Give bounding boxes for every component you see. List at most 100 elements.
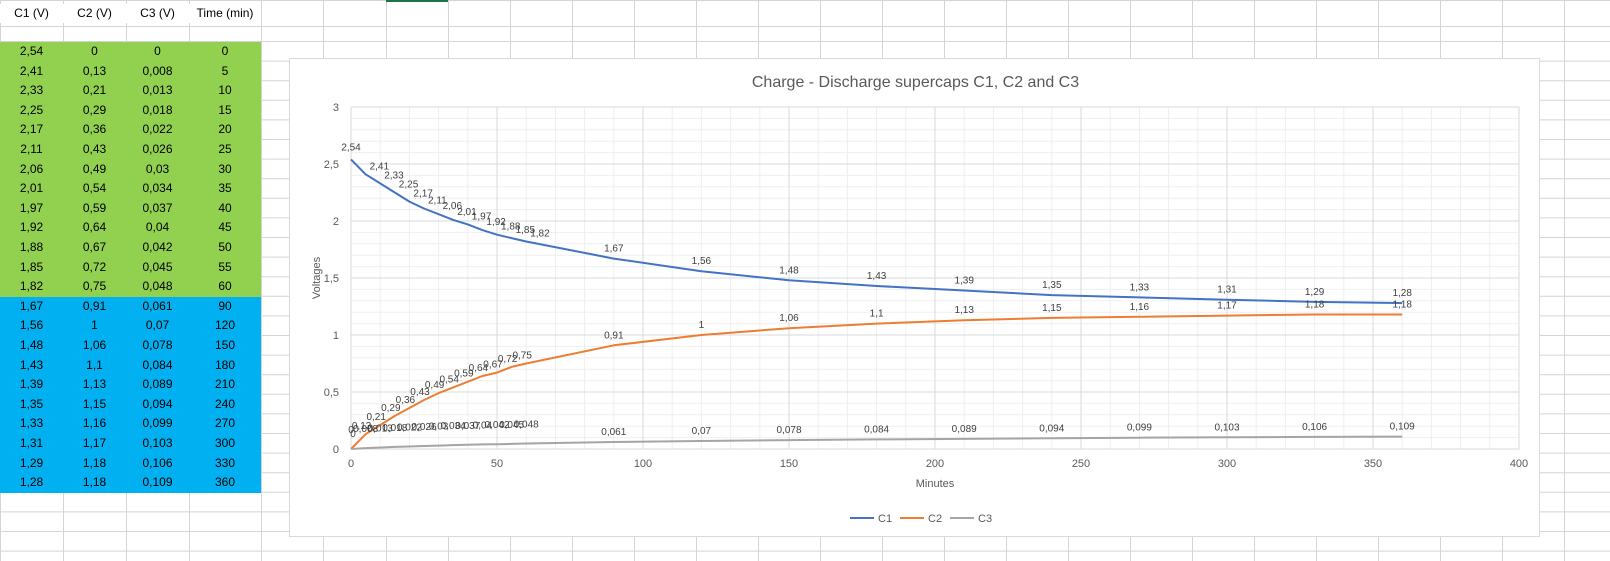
table-cell[interactable]: 0,078	[126, 336, 189, 356]
table-cell[interactable]: 1,85	[0, 257, 63, 278]
table-cell[interactable]: 150	[189, 336, 261, 356]
table-cell[interactable]: 0,094	[126, 394, 189, 415]
table-cell[interactable]: 2,17	[0, 120, 63, 140]
table-cell[interactable]: 90	[189, 296, 261, 317]
table-cell[interactable]: 0,018	[126, 100, 189, 121]
table-cell[interactable]: 45	[189, 218, 261, 238]
table-cell[interactable]: 2,25	[0, 100, 63, 121]
table-cell[interactable]: 0,109	[126, 473, 189, 493]
table-cell[interactable]: 0,64	[63, 218, 126, 238]
table-cell[interactable]: 0,008	[126, 61, 189, 82]
table-cell[interactable]: 0,04	[126, 218, 189, 238]
table-cell[interactable]: 0,084	[126, 355, 189, 376]
table-cell[interactable]: 1,18	[63, 473, 126, 493]
column-header[interactable]: C1 (V)	[0, 4, 63, 23]
table-cell[interactable]: 1,17	[63, 434, 126, 454]
table-cell[interactable]: 2,41	[0, 61, 63, 82]
table-cell[interactable]: 0,03	[126, 159, 189, 180]
table-cell[interactable]: 0,67	[63, 238, 126, 258]
table-cell[interactable]: 2,06	[0, 159, 63, 180]
table-cell[interactable]: 0	[126, 42, 189, 62]
column-header[interactable]: C3 (V)	[126, 4, 189, 23]
table-cell[interactable]: 210	[189, 375, 261, 395]
table-cell[interactable]: 0,099	[126, 414, 189, 434]
table-cell[interactable]: 1,56	[0, 316, 63, 336]
table-cell[interactable]: 0,103	[126, 434, 189, 454]
table-cell[interactable]: 120	[189, 316, 261, 336]
table-cell[interactable]: 0,07	[126, 316, 189, 336]
table-cell[interactable]: 15	[189, 100, 261, 121]
table-cell[interactable]: 1,67	[0, 296, 63, 317]
table-cell[interactable]: 2,54	[0, 42, 63, 62]
table-cell[interactable]: 0,72	[63, 257, 126, 278]
table-cell[interactable]: 0,21	[63, 81, 126, 101]
table-cell[interactable]: 1,48	[0, 336, 63, 356]
table-cell[interactable]: 270	[189, 414, 261, 434]
table-cell[interactable]: 10	[189, 81, 261, 101]
table-cell[interactable]: 1,31	[0, 434, 63, 454]
table-cell[interactable]: 1,88	[0, 238, 63, 258]
table-cell[interactable]: 0,91	[63, 296, 126, 317]
table-cell[interactable]: 55	[189, 257, 261, 278]
table-cell[interactable]: 0,037	[126, 198, 189, 219]
table-cell[interactable]: 1,15	[63, 394, 126, 415]
table-cell[interactable]: 1,92	[0, 218, 63, 238]
table-cell[interactable]: 0,061	[126, 296, 189, 317]
table-cell[interactable]: 240	[189, 394, 261, 415]
table-cell[interactable]: 1,13	[63, 375, 126, 395]
table-cell[interactable]: 1,16	[63, 414, 126, 434]
table-cell[interactable]: 0,034	[126, 179, 189, 199]
table-cell[interactable]: 1,1	[63, 355, 126, 376]
table-cell[interactable]: 1,29	[0, 453, 63, 474]
table-cell[interactable]: 0,042	[126, 238, 189, 258]
table-cell[interactable]: 0	[63, 42, 126, 62]
table-cell[interactable]: 0,59	[63, 198, 126, 219]
series-line-C2[interactable]	[350, 313, 1403, 450]
table-cell[interactable]: 50	[189, 238, 261, 258]
table-cell[interactable]: 0,048	[126, 277, 189, 297]
table-cell[interactable]: 35	[189, 179, 261, 199]
series-line-C1[interactable]	[350, 158, 1403, 305]
table-cell[interactable]: 1,97	[0, 198, 63, 219]
table-cell[interactable]: 0	[189, 42, 261, 62]
table-cell[interactable]: 2,11	[0, 140, 63, 160]
chart-container[interactable]: Charge - Discharge supercaps C1, C2 and …	[289, 58, 1540, 537]
column-header[interactable]: C2 (V)	[63, 4, 126, 23]
table-cell[interactable]: 0,013	[126, 81, 189, 101]
table-cell[interactable]: 1,82	[0, 277, 63, 297]
table-cell[interactable]: 0,54	[63, 179, 126, 199]
table-cell[interactable]: 0,49	[63, 159, 126, 180]
table-cell[interactable]: 5	[189, 61, 261, 82]
table-cell[interactable]: 25	[189, 140, 261, 160]
table-cell[interactable]: 40	[189, 198, 261, 219]
table-cell[interactable]: 1,43	[0, 355, 63, 376]
table-cell[interactable]: 360	[189, 473, 261, 493]
table-cell[interactable]: 1,06	[63, 336, 126, 356]
table-cell[interactable]: 330	[189, 453, 261, 474]
table-cell[interactable]: 0,29	[63, 100, 126, 121]
table-cell[interactable]: 0,75	[63, 277, 126, 297]
table-cell[interactable]: 0,089	[126, 375, 189, 395]
table-cell[interactable]: 60	[189, 277, 261, 297]
table-cell[interactable]: 0,026	[126, 140, 189, 160]
table-cell[interactable]: 0,36	[63, 120, 126, 140]
column-header[interactable]: Time (min)	[189, 4, 261, 23]
table-cell[interactable]: 0,106	[126, 453, 189, 474]
table-cell[interactable]: 0,022	[126, 120, 189, 140]
table-cell[interactable]: 300	[189, 434, 261, 454]
table-cell[interactable]: 0,43	[63, 140, 126, 160]
series-line-C3[interactable]	[350, 435, 1403, 450]
table-cell[interactable]: 1,33	[0, 414, 63, 434]
table-cell[interactable]: 1,28	[0, 473, 63, 493]
table-cell[interactable]: 0,13	[63, 61, 126, 82]
table-cell[interactable]: 1,39	[0, 375, 63, 395]
table-cell[interactable]: 0,045	[126, 257, 189, 278]
table-cell[interactable]: 180	[189, 355, 261, 376]
table-cell[interactable]: 2,33	[0, 81, 63, 101]
table-cell[interactable]: 1,18	[63, 453, 126, 474]
table-cell[interactable]: 20	[189, 120, 261, 140]
table-cell[interactable]: 1	[63, 316, 126, 336]
table-cell[interactable]: 2,01	[0, 179, 63, 199]
table-cell[interactable]: 30	[189, 159, 261, 180]
table-cell[interactable]: 1,35	[0, 394, 63, 415]
